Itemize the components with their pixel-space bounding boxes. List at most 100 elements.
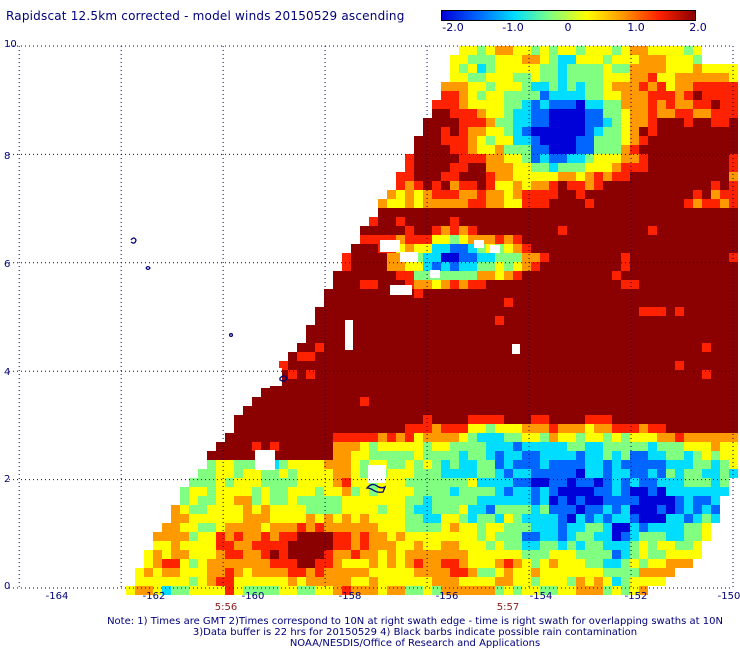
swath-cell	[621, 208, 630, 217]
swath-cell	[342, 523, 351, 532]
swath-cell	[423, 289, 432, 298]
swath-cell	[558, 568, 567, 577]
swath-cell	[324, 316, 333, 325]
swath-cell	[477, 406, 486, 415]
swath-cell	[684, 226, 693, 235]
swath-cell	[405, 487, 414, 496]
swath-cell	[639, 325, 648, 334]
swath-cell	[450, 415, 459, 424]
swath-cell	[711, 361, 720, 370]
swath-cell	[369, 325, 378, 334]
swath-cell	[153, 577, 162, 586]
swath-cell	[351, 532, 360, 541]
swath-cell	[603, 415, 612, 424]
swath-cell	[522, 325, 531, 334]
swath-cell	[468, 496, 477, 505]
swath-cell	[585, 316, 594, 325]
swath-cell	[585, 577, 594, 586]
swath-cell	[432, 460, 441, 469]
swath-cell	[702, 334, 711, 343]
swath-cell	[621, 577, 630, 586]
swath-cell	[549, 73, 558, 82]
swath-cell	[729, 181, 738, 190]
swath-cell	[360, 370, 369, 379]
swath-cell	[459, 64, 468, 73]
swath-cell	[612, 253, 621, 262]
swath-cell	[576, 559, 585, 568]
swath-cell	[621, 469, 630, 478]
swath-cell	[153, 532, 162, 541]
swath-cell	[405, 154, 414, 163]
swath-cell	[171, 586, 180, 595]
swath-cell	[666, 118, 675, 127]
swath-cell	[180, 523, 189, 532]
swath-cell	[360, 298, 369, 307]
swath-cell	[450, 406, 459, 415]
swath-cell	[621, 370, 630, 379]
swath-cell	[351, 541, 360, 550]
swath-cell	[549, 568, 558, 577]
swath-cell	[486, 271, 495, 280]
swath-cell	[441, 226, 450, 235]
swath-cell	[477, 505, 486, 514]
swath-cell	[486, 577, 495, 586]
swath-cell	[702, 127, 711, 136]
swath-cell	[531, 361, 540, 370]
swath-cell	[693, 118, 702, 127]
swath-cell	[396, 487, 405, 496]
swath-cell	[432, 217, 441, 226]
swath-cell	[423, 127, 432, 136]
swath-cell	[549, 64, 558, 73]
swath-cell	[729, 379, 738, 388]
swath-cell	[405, 514, 414, 523]
swath-cell	[333, 469, 342, 478]
swath-cell	[306, 568, 315, 577]
swath-cell	[468, 532, 477, 541]
swath-cell	[459, 163, 468, 172]
swath-cell	[360, 514, 369, 523]
swath-cell	[558, 253, 567, 262]
swath-cell	[639, 514, 648, 523]
swath-cell	[243, 424, 252, 433]
swath-cell	[621, 127, 630, 136]
swath-cell	[504, 208, 513, 217]
swath-cell	[351, 523, 360, 532]
swath-cell	[297, 361, 306, 370]
swath-cell	[387, 460, 396, 469]
swath-cell	[459, 307, 468, 316]
swath-cell	[468, 136, 477, 145]
swath-cell	[468, 379, 477, 388]
swath-cell	[648, 307, 657, 316]
swath-cell	[270, 586, 279, 595]
swath-cell	[495, 478, 504, 487]
swath-cell	[450, 199, 459, 208]
swath-cell	[576, 271, 585, 280]
swath-cell	[693, 469, 702, 478]
swath-cell	[504, 109, 513, 118]
swath-cell	[594, 253, 603, 262]
swath-cell	[639, 127, 648, 136]
swath-cell	[261, 424, 270, 433]
swath-cell	[333, 289, 342, 298]
swath-cell	[594, 172, 603, 181]
swath-cell	[324, 451, 333, 460]
swath-cell	[621, 55, 630, 64]
swath-cell	[423, 271, 432, 280]
swath-cell	[351, 433, 360, 442]
swath-cell	[558, 82, 567, 91]
swath-cell	[234, 559, 243, 568]
swath-cell	[450, 163, 459, 172]
swath-cell	[396, 244, 405, 253]
swath-cell	[171, 514, 180, 523]
swath-cell	[369, 226, 378, 235]
swath-cell	[648, 487, 657, 496]
swath-cell	[693, 460, 702, 469]
swath-cell	[711, 370, 720, 379]
swath-cell	[342, 379, 351, 388]
swath-cell	[531, 226, 540, 235]
swath-cell	[684, 55, 693, 64]
swath-cell	[711, 154, 720, 163]
swath-cell	[711, 514, 720, 523]
swath-cell	[684, 181, 693, 190]
swath-cell	[342, 352, 351, 361]
